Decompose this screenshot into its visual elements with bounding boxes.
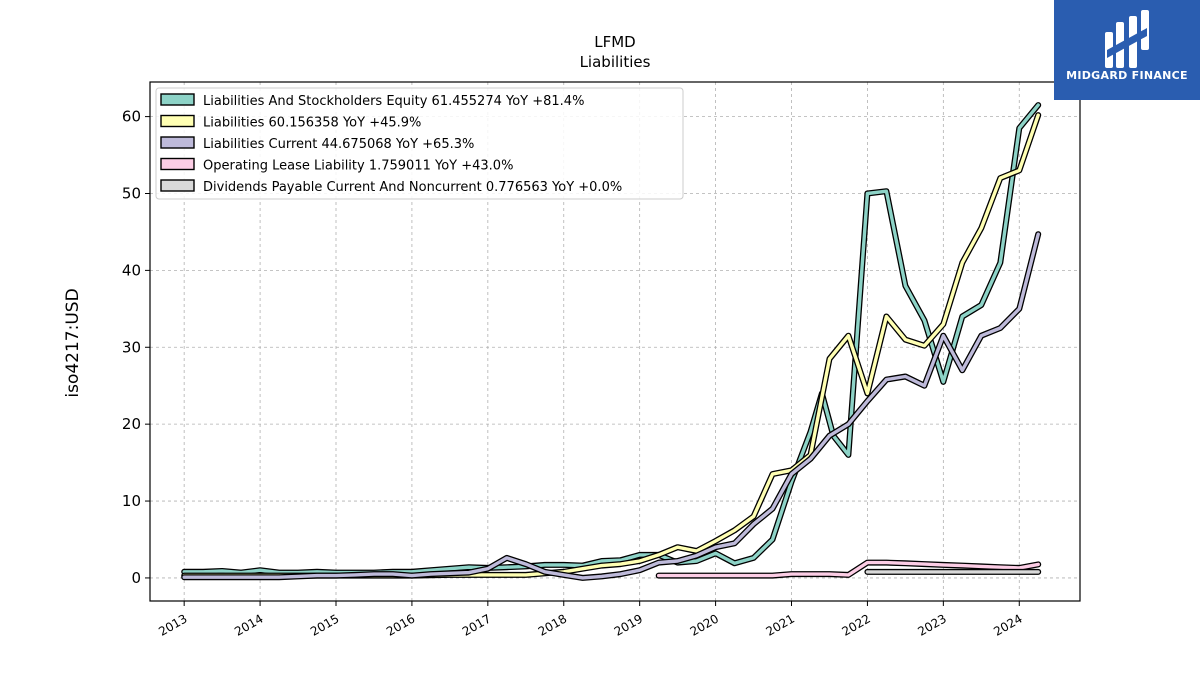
legend-swatch-5 — [160, 179, 195, 192]
y-tick-label: 20 — [122, 415, 141, 433]
legend-label-4: Operating Lease Liability 1.759011 YoY +… — [203, 159, 513, 174]
legend-swatch-1 — [160, 93, 195, 106]
series-line-3 — [182, 232, 1040, 580]
plot-frame — [149, 81, 1081, 602]
legend-label-1: Liabilities And Stockholders Equity 61.4… — [203, 94, 584, 109]
legend-label-2: Liabilities 60.156358 YoY +45.9% — [203, 116, 421, 131]
y-tick-label: 10 — [122, 492, 141, 510]
legend-label-5: Dividends Payable Current And Noncurrent… — [203, 180, 622, 195]
legend-swatch-2 — [160, 114, 195, 128]
y-tick-label: 40 — [122, 261, 141, 279]
brand-badge: MIDGARD FINANCE — [1054, 0, 1200, 100]
chart-subtitle: Liabilities — [580, 53, 651, 71]
series-line-4 — [657, 560, 1040, 578]
chart-title: LFMD — [594, 33, 635, 51]
legend-swatch-3 — [160, 136, 195, 149]
y-tick-label: 0 — [131, 569, 141, 587]
y-tick-label: 50 — [122, 184, 141, 202]
series-line-1 — [182, 103, 1040, 575]
y-tick-label: 30 — [122, 338, 141, 356]
legend: Liabilities And Stockholders Equity 61.4… — [155, 87, 684, 200]
y-tick-label: 60 — [122, 108, 141, 126]
midgard-logo-icon — [1105, 10, 1149, 68]
brand-name: MIDGARD FINANCE — [1066, 69, 1188, 82]
y-axis-label: iso4217:USD — [63, 288, 83, 397]
legend-box — [155, 87, 684, 200]
legend-swatch-4 — [160, 157, 195, 171]
legend-label-3: Liabilities Current 44.675068 YoY +65.3% — [203, 137, 474, 152]
series-layer — [181, 102, 1042, 581]
